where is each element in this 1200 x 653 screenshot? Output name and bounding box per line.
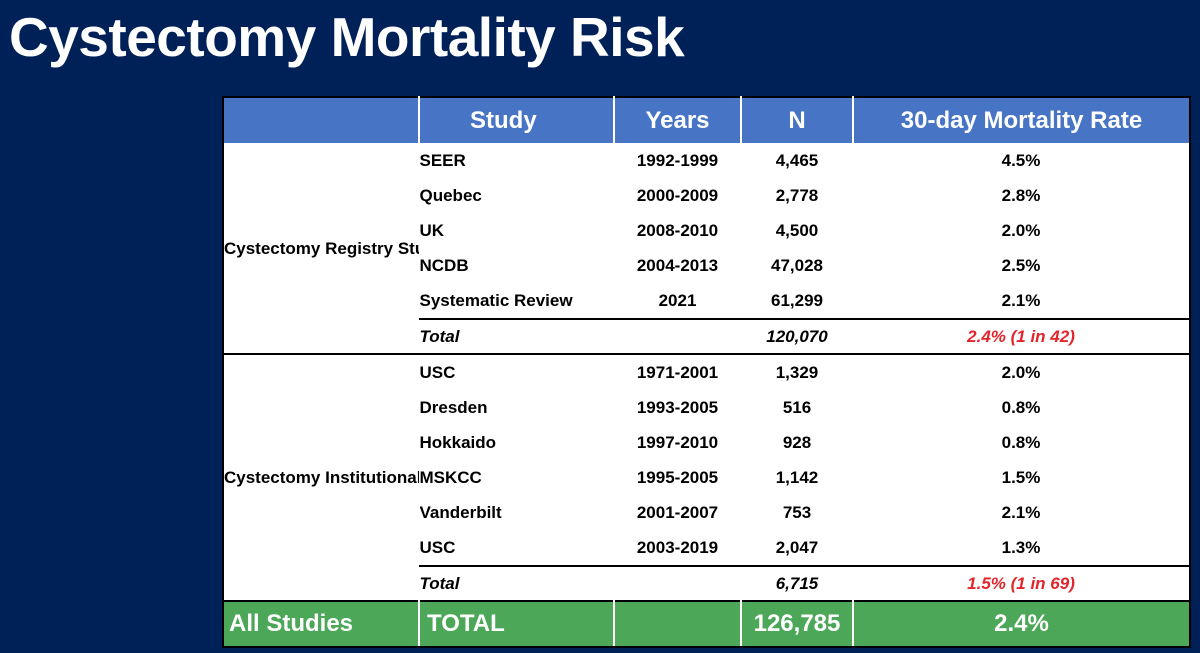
row-rate: 2.1% bbox=[853, 495, 1191, 530]
table-row: Dresden 1993-2005 516 0.8% bbox=[223, 390, 1191, 425]
table-row: MSKCC 1995-2005 1,142 1.5% bbox=[223, 460, 1191, 495]
slide-title: Cystectomy Mortality Risk bbox=[9, 6, 685, 68]
row-n: 4,465 bbox=[775, 150, 819, 170]
row-years: 2004-2013 bbox=[636, 255, 719, 275]
header-study: Study bbox=[419, 96, 615, 143]
row-rate: 2.5% bbox=[853, 248, 1191, 283]
table-row: USC 2003-2019 2,047 1.3% bbox=[223, 530, 1191, 566]
row-study: USC bbox=[419, 537, 456, 557]
total-years bbox=[614, 565, 741, 601]
row-years: 1995-2005 bbox=[636, 467, 719, 487]
footer-group: All Studies bbox=[222, 600, 420, 648]
group-label-institutional: Cystectomy Institutional Studies bbox=[222, 353, 420, 601]
row-years: 2008-2010 bbox=[636, 220, 719, 240]
row-n: 928 bbox=[782, 432, 812, 452]
footer-years bbox=[614, 600, 742, 648]
total-label: Total bbox=[419, 318, 614, 354]
row-study: Quebec bbox=[419, 185, 482, 205]
mortality-table: Study Years N 30-day Mortality Rate Cyst… bbox=[222, 96, 1191, 648]
row-rate: 4.5% bbox=[853, 143, 1191, 178]
table-row: Vanderbilt 2001-2007 753 2.1% bbox=[223, 495, 1191, 530]
total-rate: 2.4% (1 in 42) bbox=[853, 318, 1191, 354]
row-n: 1,142 bbox=[775, 467, 819, 487]
row-rate: 2.0% bbox=[853, 213, 1191, 248]
total-label: Total bbox=[419, 565, 614, 601]
row-study: SEER bbox=[419, 150, 466, 170]
row-study: MSKCC bbox=[419, 467, 482, 487]
header-group bbox=[222, 96, 420, 143]
row-years: 2003-2019 bbox=[636, 537, 719, 557]
row-years: 2000-2009 bbox=[636, 185, 719, 205]
row-years: 1993-2005 bbox=[636, 397, 719, 417]
row-rate: 2.8% bbox=[853, 178, 1191, 213]
row-years: 1997-2010 bbox=[636, 432, 719, 452]
row-n: 1,329 bbox=[741, 353, 853, 390]
header-years: Years bbox=[614, 96, 742, 143]
row-rate: 2.0% bbox=[853, 353, 1191, 390]
table-row: Cystectomy Institutional Studies USC 197… bbox=[222, 353, 1191, 601]
table-row: Quebec 2000-2009 2,778 2.8% bbox=[223, 178, 1191, 213]
total-years bbox=[614, 318, 741, 354]
table-row: NCDB 2004-2013 47,028 2.5% bbox=[223, 248, 1191, 283]
total-n: 6,715 bbox=[741, 565, 853, 601]
row-rate: 0.8% bbox=[853, 390, 1191, 425]
row-n: 61,299 bbox=[771, 290, 823, 310]
header-rate: 30-day Mortality Rate bbox=[853, 96, 1191, 143]
row-rate: 1.3% bbox=[853, 530, 1191, 566]
table-row: UK 2008-2010 4,500 2.0% bbox=[223, 213, 1191, 248]
row-study: Systematic Review bbox=[419, 290, 573, 310]
row-years: 2021 bbox=[658, 290, 697, 310]
table-header-row: Study Years N 30-day Mortality Rate bbox=[222, 96, 1191, 143]
row-study: USC bbox=[419, 353, 614, 390]
row-rate: 0.8% bbox=[853, 425, 1191, 460]
footer-n: 126,785 bbox=[741, 600, 854, 648]
row-n: 2,778 bbox=[775, 185, 819, 205]
table-row: Cystectomy Registry Studies and Systemat… bbox=[222, 143, 1191, 354]
row-study: Dresden bbox=[419, 397, 488, 417]
footer-label: TOTAL bbox=[419, 600, 615, 648]
group-label-registry: Cystectomy Registry Studies and Systemat… bbox=[222, 143, 420, 354]
table-row: Systematic Review 2021 61,299 2.1% bbox=[223, 283, 1191, 319]
row-rate: 1.5% bbox=[853, 460, 1191, 495]
section-total-row: Total 120,070 2.4% (1 in 42) bbox=[223, 318, 1191, 354]
row-n: 4,500 bbox=[775, 220, 819, 240]
footer-rate: 2.4% bbox=[853, 600, 1191, 648]
row-years: 1971-2001 bbox=[614, 353, 741, 390]
section-total-row: Total 6,715 1.5% (1 in 69) bbox=[223, 565, 1191, 601]
total-n: 120,070 bbox=[741, 318, 853, 354]
row-years: 1992-1999 bbox=[636, 150, 719, 170]
header-n: N bbox=[741, 96, 854, 143]
row-years: 2001-2007 bbox=[636, 502, 719, 522]
row-study: Vanderbilt bbox=[419, 502, 502, 522]
row-study: UK bbox=[419, 220, 445, 240]
row-rate: 2.1% bbox=[853, 283, 1191, 319]
row-n: 2,047 bbox=[775, 537, 819, 557]
row-study: Hokkaido bbox=[419, 432, 497, 452]
grand-total-row: All Studies TOTAL 126,785 2.4% bbox=[222, 600, 1191, 648]
row-n: 753 bbox=[782, 502, 812, 522]
row-n: 47,028 bbox=[771, 255, 823, 275]
table-row: Hokkaido 1997-2010 928 0.8% bbox=[223, 425, 1191, 460]
row-study: NCDB bbox=[419, 255, 469, 275]
row-n: 516 bbox=[782, 397, 812, 417]
total-rate: 1.5% (1 in 69) bbox=[853, 565, 1191, 601]
